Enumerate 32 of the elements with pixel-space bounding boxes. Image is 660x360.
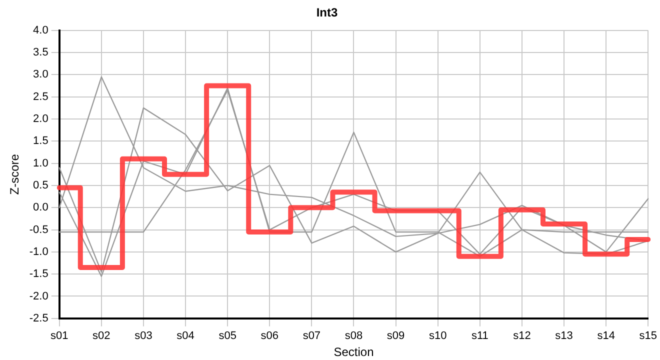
x-tick-label: s10 [428,330,447,342]
y-tick-label: 2.0 [33,113,48,126]
x-axis-title: Section [334,345,374,360]
y-tick-label: 2.5 [33,90,48,103]
x-tick-label: s05 [218,330,236,342]
chart-title: Int3 [316,6,338,20]
y-tick-label: -0.5 [29,224,48,236]
x-tick-label: s03 [134,330,152,342]
x-tick-label: s04 [176,330,194,342]
x-tick-label: s01 [50,330,68,342]
x-tick-label: s02 [92,330,110,342]
y-tick-label: 4.0 [33,24,48,36]
y-tick-label: -1.0 [29,246,48,258]
x-tick-label: s15 [639,330,658,342]
x-tick-label: s08 [344,330,363,342]
x-tick-label: s07 [302,330,321,342]
y-tick-label: 3.0 [33,68,48,81]
y-tick-label: 1.0 [33,157,48,170]
y-axis-title: Z-score [8,154,22,195]
y-tick-label: 0.0 [33,202,48,214]
x-tick-label: s13 [555,330,573,342]
y-tick-label: 3.5 [33,46,48,59]
y-tick-label: 1.5 [33,135,48,148]
y-tick-label: -1.5 [29,268,48,280]
y-tick-label: -2.5 [29,312,48,324]
y-tick-label: 0.5 [33,180,48,192]
x-tick-label: s06 [260,330,279,342]
x-tick-label: s11 [471,330,488,342]
x-tick-label: s09 [386,330,405,342]
x-tick-label: s12 [513,330,531,342]
x-tick-label: s14 [597,330,615,342]
y-tick-label: -2.0 [29,290,48,302]
